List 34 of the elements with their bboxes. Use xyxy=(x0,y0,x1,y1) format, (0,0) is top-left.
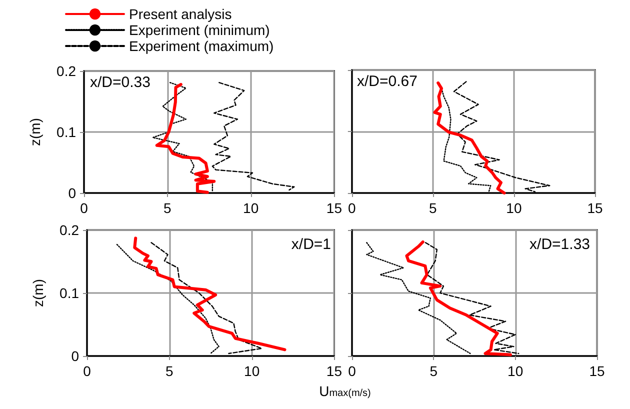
x-tick-label: 10 xyxy=(244,363,260,379)
x-tick-label: 0 xyxy=(348,200,356,216)
annotation: x/D=0.33 xyxy=(90,74,150,91)
x-tick-label: 15 xyxy=(589,363,605,379)
x-tick-label: 5 xyxy=(429,200,438,216)
x-tick-label: 0 xyxy=(83,363,92,379)
y-axis-title: z(m) xyxy=(27,118,43,146)
x-tick-label: 5 xyxy=(164,200,172,216)
x-tick-label: 10 xyxy=(508,363,524,379)
y-axis-title: z(m) xyxy=(30,279,46,307)
x-tick-label: 0 xyxy=(348,363,356,379)
legend-label: Experiment (maximum) xyxy=(129,38,274,54)
legend-label: Experiment (minimum) xyxy=(129,22,270,38)
x-tick-label: 10 xyxy=(243,200,259,216)
y-tick-label: 0.1 xyxy=(60,285,80,301)
annotation: x/D=0.67 xyxy=(357,73,418,90)
x-tick-label: 15 xyxy=(587,200,603,216)
x-tick-label: 15 xyxy=(326,200,342,216)
x-tick-label: 5 xyxy=(430,363,438,379)
y-tick-label: 0.2 xyxy=(60,222,80,238)
annotation: x/D=1.33 xyxy=(530,236,590,253)
x-axis-title: U$_{max(m/s)}$ xyxy=(319,383,371,399)
x-tick-label: 5 xyxy=(166,363,174,379)
y-tick-label: 0 xyxy=(68,185,76,201)
legend-label: Present analysis xyxy=(129,6,232,22)
y-tick-label: 0 xyxy=(71,348,80,364)
y-tick-label: 0.2 xyxy=(56,63,76,79)
annotation: x/D=1 xyxy=(291,236,332,253)
x-tick-label: 15 xyxy=(326,363,342,379)
y-tick-label: 0.1 xyxy=(56,124,76,140)
line-series xyxy=(116,244,220,354)
line-series xyxy=(212,82,295,191)
line-series xyxy=(133,236,286,352)
x-tick-label: 10 xyxy=(506,200,522,216)
